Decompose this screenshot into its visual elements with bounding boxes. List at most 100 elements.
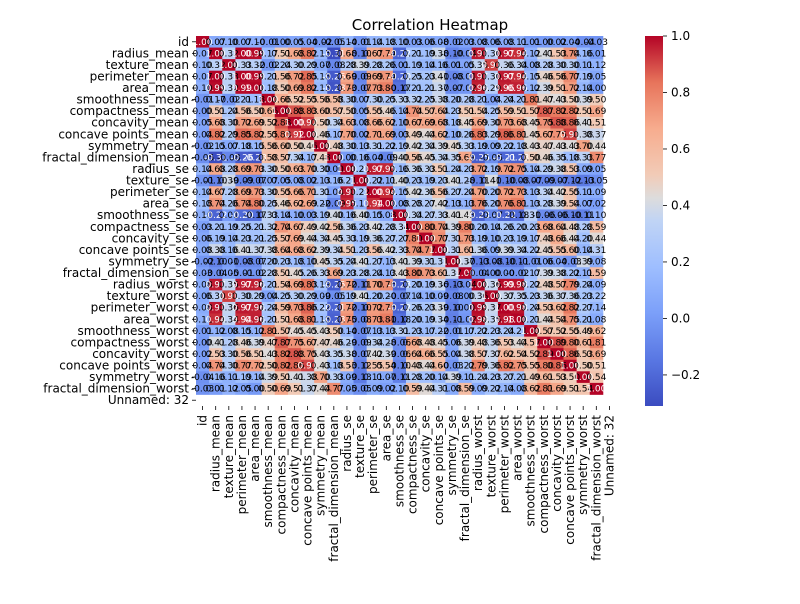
heatmap-cell [576,244,591,257]
heatmap-cell [445,174,459,187]
heatmap-cell [366,267,381,280]
cell-value-label: 0.54 [586,373,606,383]
heatmap-cell [484,186,499,199]
heatmap-cell [274,174,289,187]
heatmap-cell [274,140,289,153]
cell-value-label: 0.33 [258,211,278,221]
cell-value-label: 0.60 [271,142,291,152]
cell-value-label: 0.50 [337,107,357,117]
cell-value-label: 0.77 [586,153,606,163]
cell-value-label: 0.74 [403,246,423,256]
cell-value-label: 0.30 [481,72,501,82]
cell-value-label: 0.81 [508,130,528,140]
heatmap-cell [550,221,564,233]
heatmap-cell [196,313,210,326]
heatmap-cell [287,105,302,118]
heatmap-cell [576,232,591,245]
cell-value-label: 0.21 [245,223,265,233]
cell-value-label: 0.52 [521,350,541,360]
heatmap-cell [471,59,486,72]
cell-value-label: 1.00 [311,142,331,152]
heatmap-cell [589,116,604,129]
cell-value-label: -0.17 [243,211,266,221]
cell-value-label: 0.13 [376,327,396,337]
y-tick-label: fractal_dimension_worst [43,382,189,396]
heatmap-cell [458,244,473,257]
heatmap-cell [222,371,236,384]
heatmap-cell [314,348,328,361]
heatmap-cell [563,267,578,280]
cell-value-label: -0.01 [440,327,463,337]
cell-value-label: 0.31 [389,327,409,337]
y-tick-label: concave points_mean [58,127,189,141]
cell-value-label: 0.94 [508,49,528,59]
heatmap-cell [484,325,499,338]
heatmap-cell [419,336,433,349]
cell-value-label: 0.00 [534,38,554,48]
y-tick-label: texture_worst [107,289,190,303]
cell-value-label: 0.97 [206,304,226,314]
cell-value-label: 0.53 [494,338,514,348]
cell-value-label: 0.07 [219,142,239,152]
cell-value-label: 0.34 [403,211,423,221]
cell-value-label: 0.28 [219,338,239,348]
heatmap-cell [248,128,263,141]
heatmap-cell [379,348,394,361]
heatmap-cell [497,371,512,384]
heatmap-cell [340,290,354,303]
heatmap-cell [235,209,249,222]
cell-value-label: 0.22 [586,292,606,302]
cell-value-label: 0.38 [298,373,318,383]
cell-value-label: 0.39 [534,269,554,279]
y-tick-label: radius_mean [112,46,189,60]
heatmap-cell [353,151,368,164]
cell-value-label: 0.21 [508,96,528,106]
cell-value-label: 0.35 [219,281,239,291]
cell-value-label: 0.56 [429,188,449,198]
cell-value-label: 0.08 [586,257,606,267]
cell-value-label: 0.49 [573,327,593,337]
heatmap-cell [209,325,223,338]
heatmap-cell [314,267,328,280]
heatmap-cell [576,301,591,314]
heatmap-cell [392,232,407,245]
cell-value-label: 0.39 [403,257,423,267]
heatmap-cell [589,36,604,48]
cell-value-label: 0.24 [468,373,488,383]
heatmap-cell [432,267,446,280]
cell-value-label: 0.02 [350,130,370,140]
cell-value-label: 0.40 [389,153,409,163]
cell-value-label: 1.00 [232,49,252,59]
heatmap-cell [432,70,446,83]
heatmap-cell [235,163,249,176]
heatmap-cell [287,290,302,303]
heatmap-cell [471,232,486,245]
cell-value-label: 0.53 [337,362,357,372]
heatmap-cell [432,186,446,199]
cell-value-label: 0.25 [416,96,436,106]
cell-value-label: -0.08 [440,72,464,82]
cell-value-label: 0.03 [455,38,475,48]
heatmap-cell [287,278,302,291]
cell-value-label: 0.47 [311,338,331,348]
cell-value-label: 0.64 [271,246,291,256]
heatmap-cell [209,174,223,187]
cell-value-label: -0.07 [519,177,542,187]
heatmap-cell [550,371,564,384]
heatmap-cell [327,82,341,95]
heatmap-cell [392,82,407,95]
heatmap-cell [366,382,381,395]
heatmap-cell [471,82,486,95]
heatmap-cell [458,163,473,176]
heatmap-cell [419,313,433,326]
cell-value-label: -0.02 [453,84,476,94]
cell-value-label: 0.28 [219,165,239,175]
cell-value-label: 0.15 [521,72,541,82]
heatmap-cell [419,174,433,187]
cell-value-label: 1.00 [219,61,239,71]
cell-value-label: 0.36 [363,234,383,244]
cell-value-label: 0.43 [547,142,567,152]
cell-value-label: 0.68 [284,315,304,325]
cell-value-label: 0.21 [337,177,357,187]
